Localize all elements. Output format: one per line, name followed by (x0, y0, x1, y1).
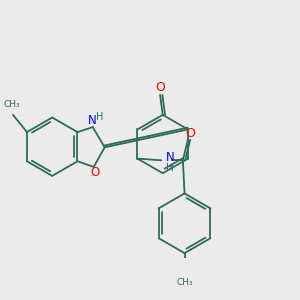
Text: O: O (155, 81, 165, 94)
Text: H: H (96, 112, 104, 122)
Text: O: O (186, 127, 196, 140)
Text: CH₃: CH₃ (176, 278, 193, 287)
Text: H: H (166, 163, 173, 172)
Text: CH₃: CH₃ (3, 100, 20, 109)
Text: N: N (88, 114, 97, 127)
Text: N: N (166, 151, 174, 164)
Text: O: O (90, 167, 100, 179)
